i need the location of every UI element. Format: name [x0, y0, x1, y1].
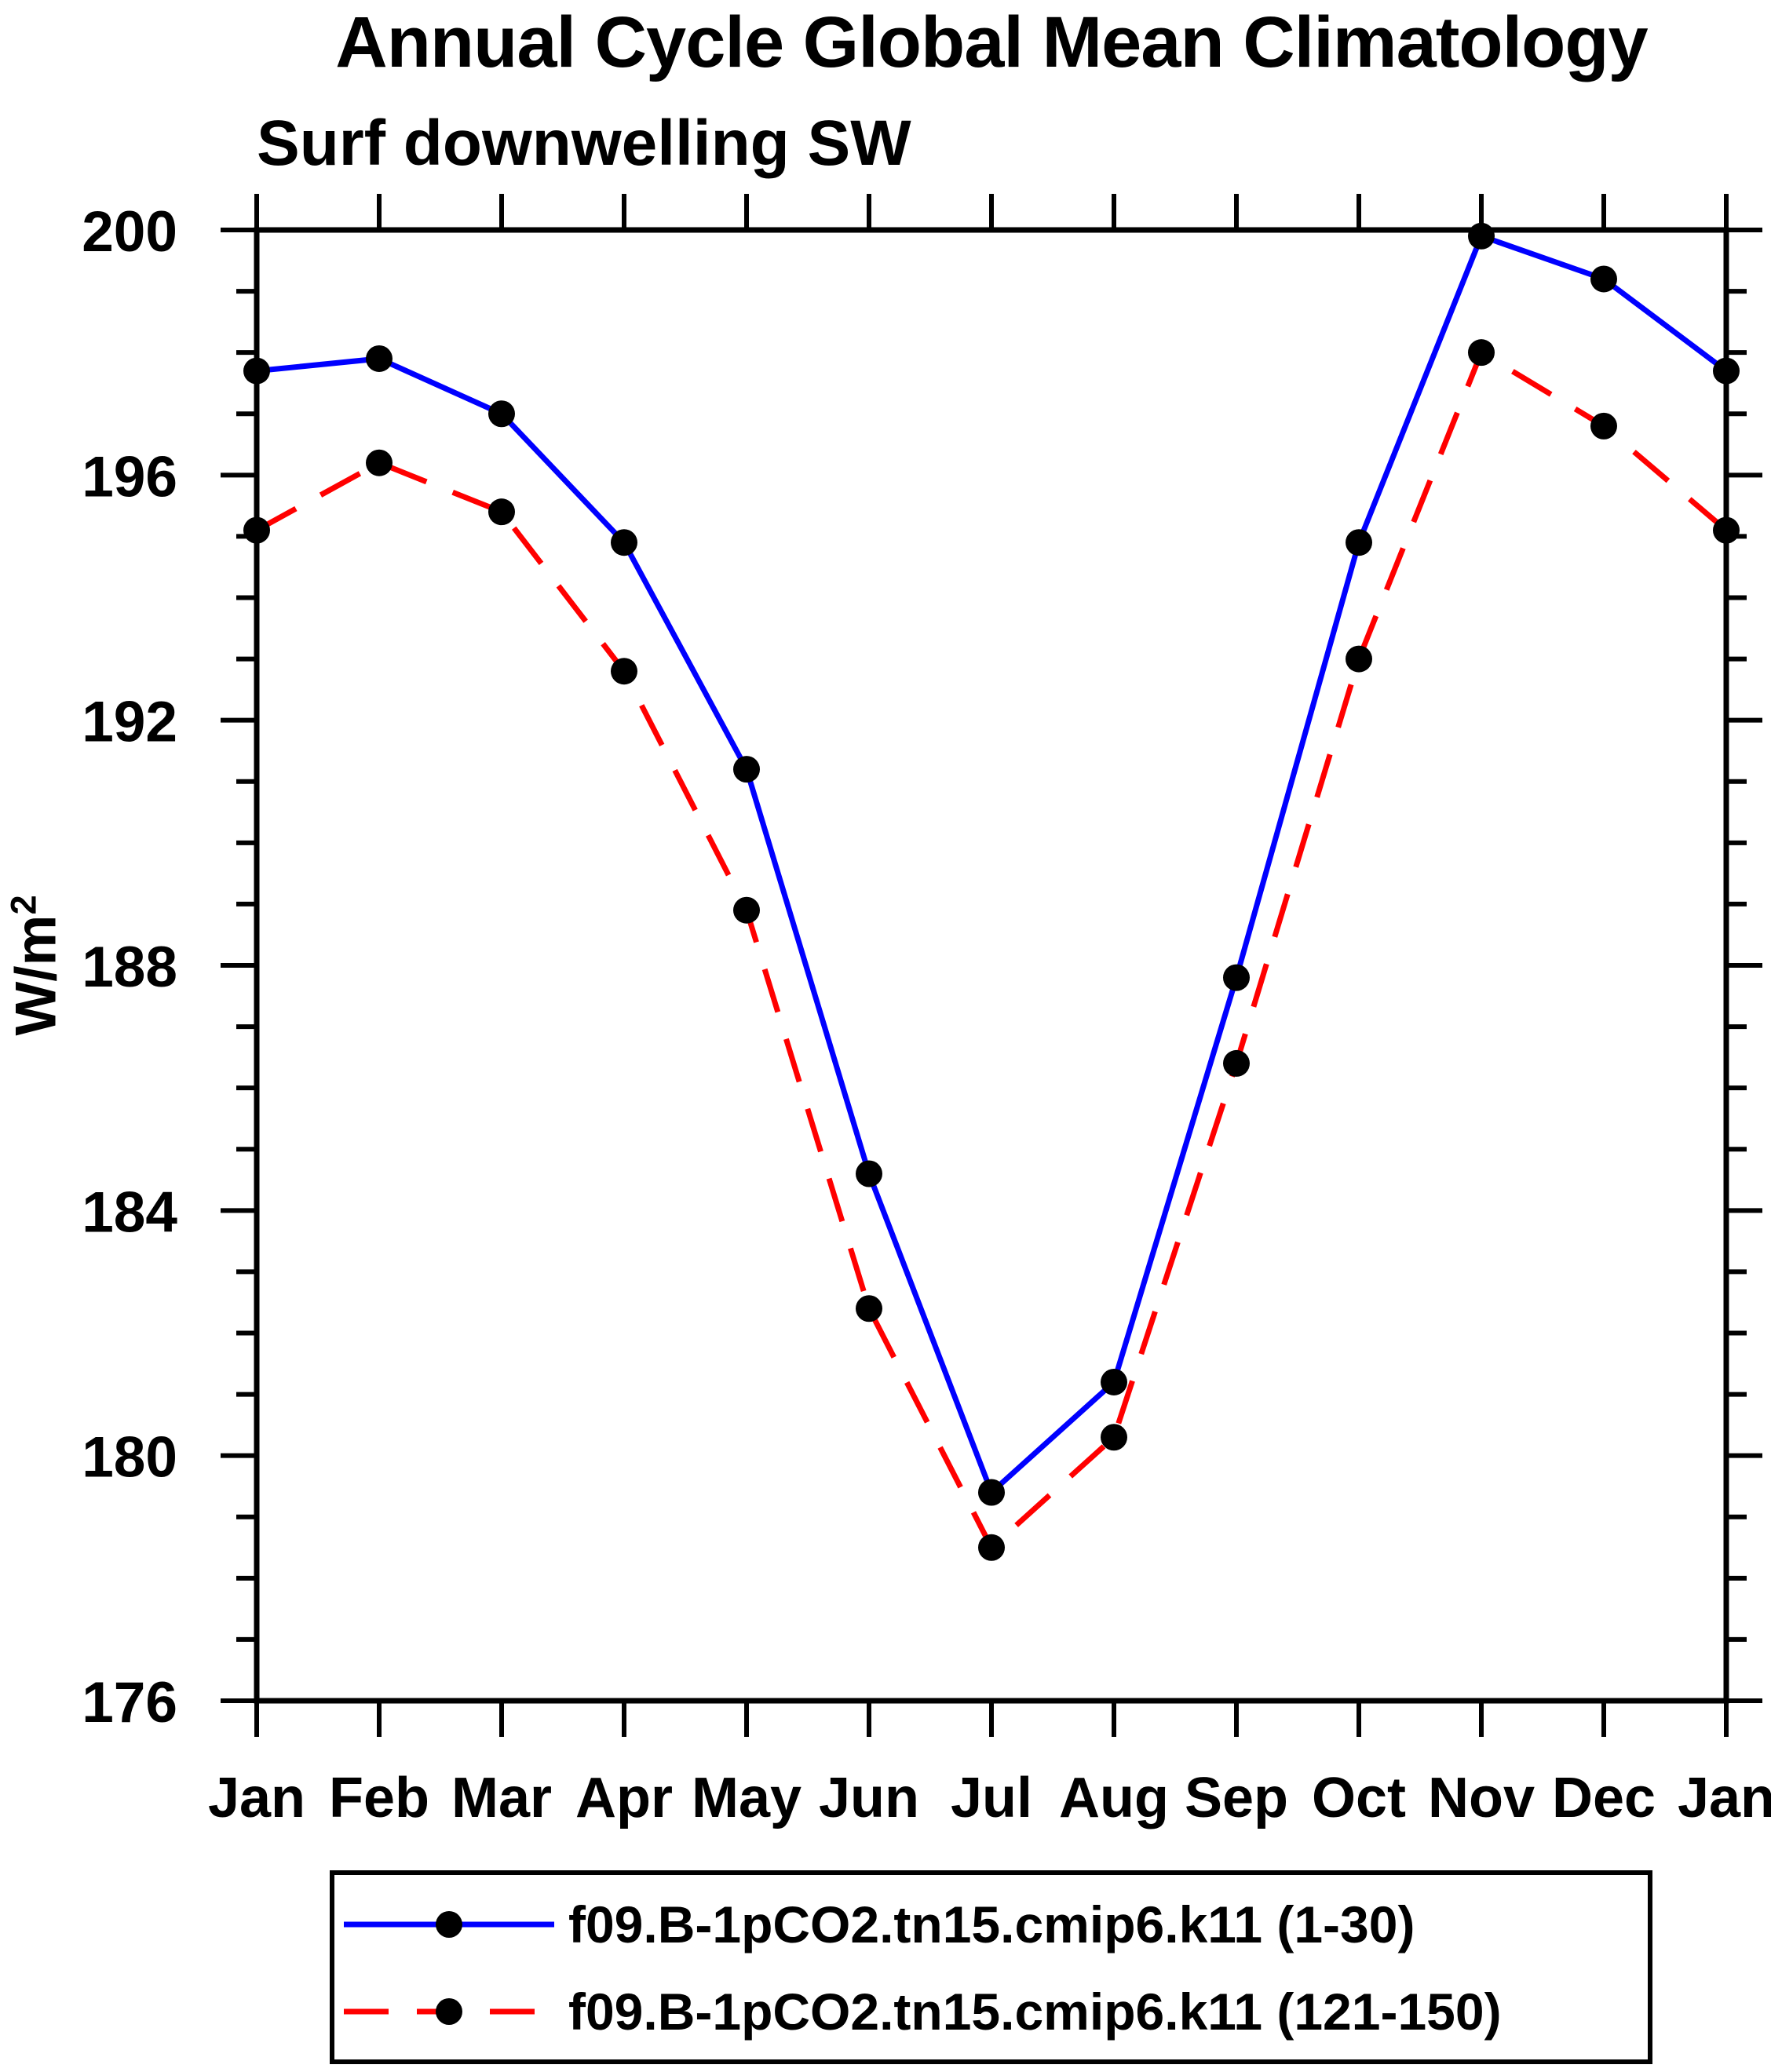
x-axis-month-label: May: [692, 1767, 802, 1829]
legend-line-sample-solid: [344, 1911, 554, 1938]
data-point-marker: [1223, 1049, 1250, 1077]
y-axis-tick-label: 180: [82, 1426, 177, 1490]
legend-marker-icon: [436, 1911, 462, 1938]
data-point-marker: [856, 1295, 882, 1322]
legend-item-series-1-30: f09.B-1pCO2.tn15.cmip6.k11 (1-30): [339, 1893, 1415, 1956]
series-line-121-150: [255, 348, 1729, 1552]
data-point-marker: [488, 400, 515, 428]
data-point-marker: [1468, 339, 1495, 367]
y-axis-tick-label: 188: [82, 936, 177, 999]
y-axis-tick-label: 196: [82, 445, 177, 509]
data-point-marker: [1590, 412, 1617, 440]
data-point-marker: [1713, 516, 1740, 544]
x-axis-month-label: Mar: [451, 1767, 552, 1829]
y-axis-tick-label: 184: [82, 1180, 177, 1244]
x-axis-month-label: Jan: [1678, 1767, 1771, 1829]
series-line-1-30: [256, 232, 1729, 1497]
legend-box: f09.B-1pCO2.tn15.cmip6.k11 (1-30) f09.B-…: [330, 1870, 1652, 2064]
y-axis-tick-label: 200: [82, 200, 177, 264]
x-axis-month-label: Jun: [819, 1767, 919, 1829]
x-axis-month-label: Dec: [1552, 1767, 1656, 1829]
x-axis-month-label: Jul: [951, 1767, 1032, 1829]
data-point-marker: [1346, 529, 1372, 556]
data-point-marker: [366, 449, 393, 476]
legend-item-series-121-150: f09.B-1pCO2.tn15.cmip6.k11 (121-150): [339, 1980, 1502, 2043]
x-axis-month-label: Aug: [1059, 1767, 1169, 1829]
data-point-marker: [488, 498, 515, 526]
data-point-marker: [733, 756, 760, 783]
data-point-marker: [856, 1160, 882, 1187]
data-point-marker: [978, 1534, 1005, 1561]
data-point-marker: [243, 357, 270, 385]
data-point-marker: [1346, 645, 1372, 673]
y-axis-tick-label: 176: [82, 1671, 177, 1735]
data-point-marker: [1713, 357, 1740, 385]
x-axis-month-label: Nov: [1428, 1767, 1535, 1829]
data-point-marker: [243, 516, 270, 544]
data-point-marker: [611, 658, 637, 685]
data-point-marker: [978, 1479, 1005, 1506]
x-axis-month-label: Jan: [208, 1767, 305, 1829]
data-point-marker: [366, 345, 393, 372]
plot-frame: [254, 227, 1729, 1704]
legend-label-series-121-150: f09.B-1pCO2.tn15.cmip6.k11 (121-150): [568, 1983, 1502, 2041]
x-axis-month-label: Sep: [1185, 1767, 1288, 1829]
data-point-marker: [1101, 1424, 1127, 1451]
data-point-marker: [733, 896, 760, 924]
data-point-marker: [1101, 1368, 1127, 1395]
x-axis-month-label: Oct: [1312, 1767, 1406, 1829]
legend-label-series-1-30: f09.B-1pCO2.tn15.cmip6.k11 (1-30): [568, 1895, 1415, 1953]
legend-marker-icon: [436, 1998, 462, 2025]
chart-title: Annual Cycle Global Mean Climatology: [335, 2, 1648, 82]
legend-line-sample-dashed: [344, 1998, 554, 2025]
data-point-marker: [611, 529, 637, 556]
data-point-marker: [1590, 265, 1617, 293]
data-point-marker: [1468, 222, 1495, 250]
x-axis-month-label: Feb: [329, 1767, 429, 1829]
y-axis-tick-label: 192: [82, 691, 177, 754]
chart-subtitle: Surf downwelling SW: [257, 108, 911, 179]
x-axis-month-label: Apr: [575, 1767, 673, 1829]
data-point-marker: [1223, 964, 1250, 991]
